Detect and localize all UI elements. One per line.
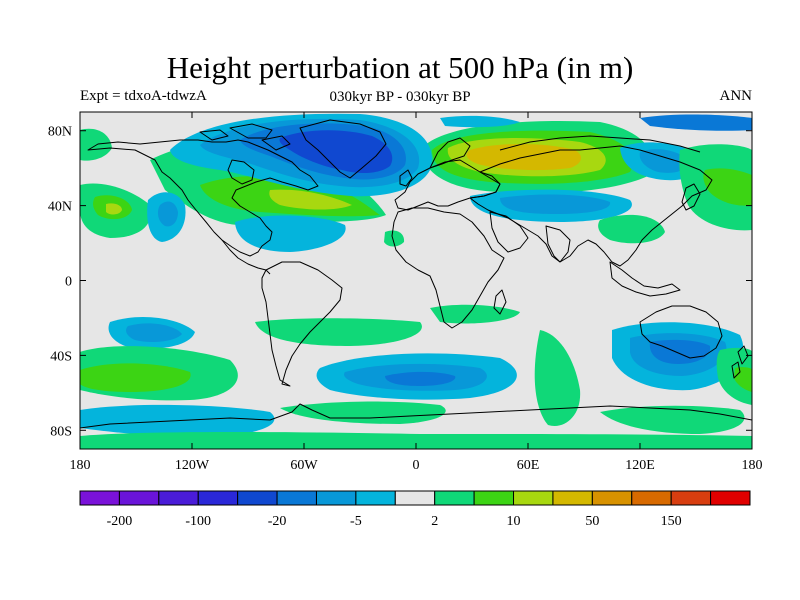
lon-tick-label: 120W: [175, 458, 210, 473]
coastline-japan: [681, 183, 701, 211]
colorbar-swatch: [552, 490, 593, 506]
lat-tick-label: 40S: [50, 349, 72, 364]
colorbar-swatch: [710, 490, 751, 506]
coastline-south-america: [261, 261, 343, 387]
colorbar-swatch: [118, 490, 160, 506]
lat-tick-label: 80N: [48, 125, 72, 140]
contour-region: [534, 330, 581, 426]
colorbar-swatch: [276, 490, 317, 506]
contour-region: [649, 339, 711, 364]
lon-tick-label: 180: [70, 458, 91, 473]
contour-region: [280, 401, 446, 424]
coastline-africa: [391, 207, 505, 329]
colorbar-label: -100: [185, 514, 211, 529]
coastline-madagascar: [493, 289, 507, 315]
colorbar-swatch: [355, 490, 396, 506]
colorbar-label: -20: [268, 514, 287, 529]
colorbar-label: 150: [661, 514, 682, 529]
colorbar-label: -5: [350, 514, 362, 529]
colorbar-swatch: [158, 490, 199, 506]
contour-region: [639, 149, 689, 173]
colorbar-label: 10: [507, 514, 521, 529]
contour-region: [235, 215, 346, 252]
contour-region: [157, 201, 178, 227]
coastline-arabia: [489, 211, 529, 253]
coastline-scandinavia: [429, 137, 471, 169]
map-plot-area: [80, 112, 752, 449]
lon-tick-label: 180: [742, 458, 763, 473]
coastline-layer: [80, 119, 752, 429]
lon-tick-label: 120E: [625, 458, 655, 473]
contour-region: [106, 203, 122, 215]
coastline-antarctica: [80, 403, 752, 429]
coastline-australia: [639, 305, 723, 359]
contour-region: [500, 194, 611, 214]
coastline-greenland: [299, 119, 387, 179]
longitude-axis: 180 120W 60W 0 60E 120E 180: [70, 112, 763, 473]
coastline-british-isles: [399, 169, 413, 187]
map-title: Height perturbation at 500 hPa (in m): [166, 50, 634, 85]
colorbar-swatch: [513, 490, 554, 506]
contour-region: [385, 371, 456, 386]
colorbar-swatch: [434, 490, 475, 506]
coastline-india: [545, 225, 571, 263]
contour-region: [80, 432, 752, 449]
colorbar: -200 -100 -20 -5 2 10 50 150: [79, 490, 751, 529]
colorbar-label: -200: [107, 514, 133, 529]
lat-tick-label: 80S: [50, 424, 72, 439]
contour-region: [640, 114, 752, 131]
contour-region: [255, 318, 422, 346]
lon-tick-label: 60W: [290, 458, 318, 473]
colorbar-swatch: [473, 490, 515, 506]
season-label: ANN: [719, 88, 753, 104]
colorbar-label: 2: [431, 514, 438, 529]
coastline-canadian-arctic: [199, 123, 291, 151]
contour-region: [430, 304, 520, 324]
contour-region: [269, 189, 352, 210]
lon-tick-label: 0: [413, 458, 420, 473]
contour-region: [440, 115, 520, 128]
contour-fill-layer: [80, 113, 752, 449]
coastline-siberia-arctic: [499, 135, 701, 153]
contour-region: [384, 230, 405, 247]
contour-region: [126, 323, 182, 342]
colorbar-swatch: [631, 490, 672, 506]
colorbar-swatch: [591, 490, 633, 506]
colorbar-label: 50: [585, 514, 599, 529]
lon-tick-label: 60E: [517, 458, 540, 473]
coastline-new-zealand: [731, 345, 749, 379]
coastline-north-america: [87, 139, 319, 257]
period-label: 030kyr BP - 030kyr BP: [329, 89, 471, 105]
latitude-axis: 80N 40N 0 40S 80S: [48, 125, 752, 439]
contour-region: [80, 363, 191, 392]
colorbar-swatch: [79, 490, 120, 506]
colorbar-swatch: [670, 490, 712, 506]
colorbar-swatch: [197, 490, 239, 506]
contour-region: [703, 168, 752, 206]
lat-tick-label: 40N: [48, 200, 72, 215]
colorbar-swatch: [315, 490, 357, 506]
contour-region: [598, 214, 665, 244]
colorbar-swatch: [394, 490, 436, 506]
experiment-label: Expt = tdxoA-tdwzA: [80, 88, 207, 104]
coastline-southeast-asia: [609, 261, 681, 297]
coastline-hudson-bay: [227, 159, 255, 185]
lat-tick-label: 0: [65, 275, 72, 290]
colorbar-swatch: [237, 490, 278, 506]
